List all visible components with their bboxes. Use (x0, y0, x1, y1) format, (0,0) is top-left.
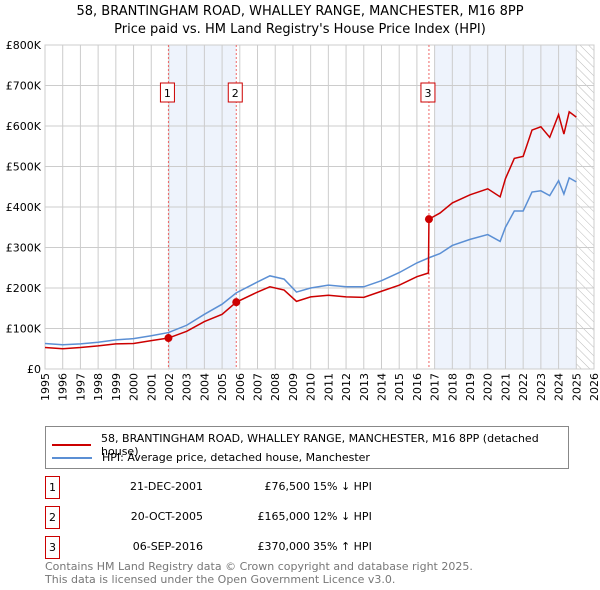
x-tick-label: 2000 (128, 373, 141, 401)
hpi-diff: 35% ↑ HPI (313, 540, 372, 553)
x-tick-label: 2007 (252, 373, 265, 401)
x-tick-label: 2014 (375, 373, 388, 401)
x-tick-label: 2003 (181, 373, 194, 401)
y-tick-label: £600K (6, 120, 42, 133)
y-tick-label: £0 (27, 363, 41, 376)
x-tick-label: 2016 (411, 373, 424, 401)
sale-marker-box (227, 82, 243, 103)
sale-date: 21-DEC-2001 (129, 480, 203, 493)
x-tick-label: 2004 (198, 373, 211, 401)
y-tick-label: £700K (6, 80, 42, 93)
legend-label: 58, BRANTINGHAM ROAD, WHALLEY RANGE, MAN… (101, 432, 539, 458)
x-tick-label: 2009 (287, 373, 300, 401)
sale-marker-label: 3 (424, 87, 431, 100)
footer-licence: This data is licensed under the Open Gov… (45, 573, 396, 586)
sale-price: £76,500 (264, 480, 311, 493)
price-chart: 1995 1996 1997 1998 1999 2000 2001 2002 2003 2004… (6, 39, 600, 401)
y-tick-label: £400K (6, 201, 42, 214)
y-tick-label: £300K (6, 242, 42, 255)
series-line (44, 110, 577, 350)
y-tick-label: £100K (6, 323, 42, 336)
plot-border (44, 44, 595, 370)
sale-point (424, 215, 433, 224)
sale-point (232, 298, 241, 307)
x-tick-label: 1998 (92, 373, 105, 401)
sale-price: £165,000 (257, 510, 311, 523)
legend-swatch-red (52, 444, 92, 446)
x-tick-label: 2005 (216, 373, 229, 401)
x-tick-label: 2015 (393, 373, 406, 401)
x-tick-label: 1995 (39, 373, 52, 401)
sale-date: 20-OCT-2005 (130, 510, 203, 523)
x-tick-label: 2022 (517, 373, 530, 401)
x-tick-label: 1996 (57, 373, 70, 401)
hpi-diff: 12% ↓ HPI (313, 510, 372, 523)
x-tick-label: 2012 (340, 373, 353, 401)
x-tick-label: 1999 (110, 373, 123, 401)
legend-swatch-blue (52, 456, 92, 459)
x-tick-label: 2006 (234, 373, 247, 401)
legend-item-hpi: HPI: Average price, detached house, Manc… (52, 451, 370, 464)
chart-subtitle: Price paid vs. HM Land Registry's House … (114, 22, 486, 37)
y-tick-label: £800K (6, 39, 42, 52)
marker-badge: 1 (45, 476, 60, 499)
legend-item-property: 58, BRANTINGHAM ROAD, WHALLEY RANGE, MAN… (52, 432, 568, 458)
x-tick-label: 2020 (482, 373, 495, 401)
sale-marker-label: 1 (164, 87, 171, 100)
marker-badge: 2 (45, 506, 60, 529)
legend: 58, BRANTINGHAM ROAD, WHALLEY RANGE, MAN… (45, 426, 569, 469)
x-tick-label: 2008 (269, 373, 282, 401)
x-tick-label: 2021 (499, 373, 512, 401)
sale-marker-box (420, 82, 436, 103)
sale-date: 06-SEP-2016 (132, 540, 203, 553)
x-tick-label: 2002 (163, 373, 176, 401)
sale-point (164, 334, 173, 343)
x-tick-label: 1997 (74, 373, 87, 401)
sale-marker-box (159, 82, 175, 103)
marker-badge: 3 (45, 536, 60, 559)
y-tick-label: £500K (6, 161, 42, 174)
hpi-diff: 15% ↓ HPI (313, 480, 372, 493)
y-tick-label: £200K (6, 282, 42, 295)
x-tick-label: 2017 (429, 373, 442, 401)
x-tick-label: 2010 (305, 373, 318, 401)
x-tick-label: 2019 (464, 373, 477, 401)
sale-marker-label: 2 (232, 87, 239, 100)
x-tick-label: 2025 (570, 373, 583, 401)
chart-title: 58, BRANTINGHAM ROAD, WHALLEY RANGE, MAN… (76, 4, 524, 19)
series-line (44, 176, 577, 346)
sale-price: £370,000 (257, 540, 311, 553)
x-tick-label: 2026 (588, 373, 600, 401)
x-tick-label: 2011 (322, 373, 335, 401)
x-tick-label: 2023 (535, 373, 548, 401)
x-tick-label: 2018 (446, 373, 459, 401)
footer-copyright: Contains HM Land Registry data © Crown c… (45, 560, 473, 573)
x-tick-label: 2024 (553, 373, 566, 401)
x-tick-label: 2001 (145, 373, 158, 401)
legend-label: HPI: Average price, detached house, Manc… (102, 451, 370, 464)
x-tick-label: 2013 (358, 373, 371, 401)
